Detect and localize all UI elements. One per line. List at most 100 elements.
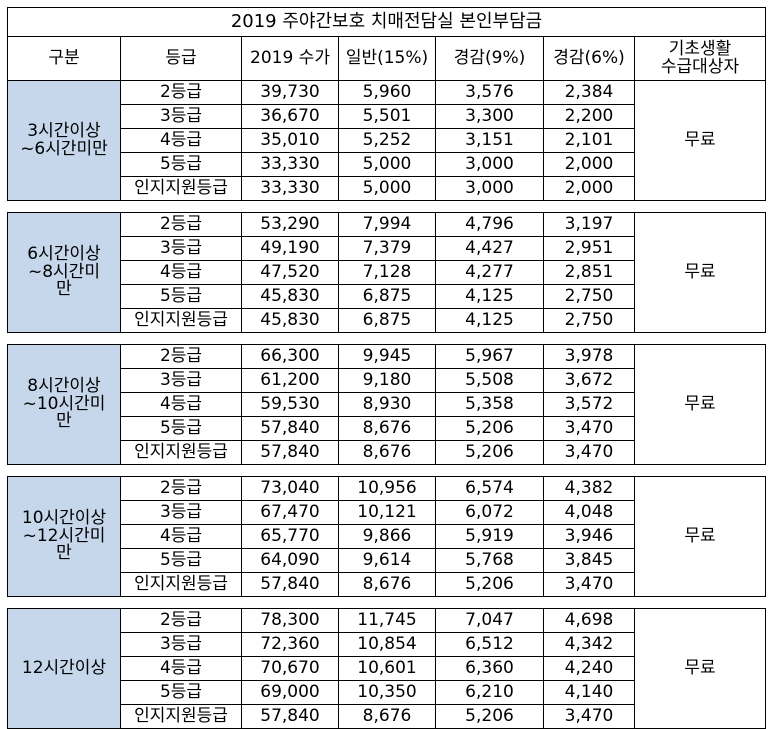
reduced-9-cell: 3,151 xyxy=(435,128,544,153)
table-row: 3등급 72,360 10,854 6,512 4,342 xyxy=(8,632,766,657)
basic-recipient-free-cell: 무료 xyxy=(634,476,766,597)
reduced-6-cell: 2,851 xyxy=(543,260,635,285)
fee-2019-cell: 57,840 xyxy=(241,704,339,729)
general-copay-cell: 5,252 xyxy=(338,128,436,153)
grade-cell: 3등급 xyxy=(120,632,242,657)
fee-2019-cell: 57,840 xyxy=(241,572,339,597)
table-row: 5등급 64,090 9,614 5,768 3,845 xyxy=(8,548,766,573)
reduced-6-cell: 3,470 xyxy=(543,704,635,729)
reduced-6-cell: 3,572 xyxy=(543,392,635,417)
grade-cell: 4등급 xyxy=(120,656,242,681)
reduced-9-cell: 4,125 xyxy=(435,284,544,309)
reduced-6-cell: 3,946 xyxy=(543,524,635,549)
reduced-6-cell: 4,342 xyxy=(543,632,635,657)
general-copay-cell: 9,866 xyxy=(338,524,436,549)
table-row: 인지지원등급 57,840 8,676 5,206 3,470 xyxy=(8,572,766,597)
table-row: 4등급 59,530 8,930 5,358 3,572 xyxy=(8,392,766,417)
grade-cell: 3등급 xyxy=(120,104,242,129)
reduced-6-cell: 3,470 xyxy=(543,572,635,597)
grade-cell: 4등급 xyxy=(120,524,242,549)
general-copay-cell: 7,994 xyxy=(338,212,436,237)
general-copay-cell: 11,745 xyxy=(338,608,436,633)
fee-2019-cell: 59,530 xyxy=(241,392,339,417)
basic-recipient-free-cell: 무료 xyxy=(634,608,766,729)
header-basic-recipient: 기초생활 수급대상자 xyxy=(634,36,766,81)
basic-recipient-free-cell: 무료 xyxy=(634,344,766,465)
group-label: 3시간이상 ~6시간미만 xyxy=(7,80,121,201)
grade-cell: 3등급 xyxy=(120,368,242,393)
reduced-6-cell: 3,978 xyxy=(543,344,635,369)
grade-cell: 인지지원등급 xyxy=(120,176,242,201)
table-row: 5등급 33,330 5,000 3,000 2,000 xyxy=(8,152,766,177)
reduced-6-cell: 4,698 xyxy=(543,608,635,633)
header-grade: 등급 xyxy=(120,36,242,81)
fee-2019-cell: 39,730 xyxy=(241,80,339,105)
grade-cell: 2등급 xyxy=(120,344,242,369)
grade-cell: 5등급 xyxy=(120,284,242,309)
reduced-9-cell: 3,576 xyxy=(435,80,544,105)
reduced-9-cell: 6,574 xyxy=(435,476,544,501)
group-spacer-row xyxy=(7,200,766,213)
table-row: 4등급 47,520 7,128 4,277 2,851 xyxy=(8,260,766,285)
fee-2019-cell: 33,330 xyxy=(241,176,339,201)
reduced-6-cell: 4,048 xyxy=(543,500,635,525)
grade-cell: 5등급 xyxy=(120,416,242,441)
reduced-9-cell: 4,427 xyxy=(435,236,544,261)
reduced-9-cell: 5,206 xyxy=(435,572,544,597)
general-copay-cell: 6,875 xyxy=(338,284,436,309)
reduced-9-cell: 4,796 xyxy=(435,212,544,237)
reduced-6-cell: 3,672 xyxy=(543,368,635,393)
fee-2019-cell: 78,300 xyxy=(241,608,339,633)
header-category: 구분 xyxy=(7,36,121,81)
reduced-9-cell: 4,277 xyxy=(435,260,544,285)
grade-cell: 인지지원등급 xyxy=(120,308,242,333)
group-label: 8시간이상 ~10시간미 만 xyxy=(7,344,121,465)
grade-cell: 2등급 xyxy=(120,212,242,237)
reduced-9-cell: 6,072 xyxy=(435,500,544,525)
reduced-9-cell: 3,300 xyxy=(435,104,544,129)
grade-cell: 5등급 xyxy=(120,152,242,177)
table-row: 8시간이상 ~10시간미 만 2등급 66,300 9,945 5,967 3,978 무료 xyxy=(7,344,766,465)
grade-cell: 인지지원등급 xyxy=(120,704,242,729)
fee-2019-cell: 57,840 xyxy=(241,440,339,465)
fee-2019-cell: 36,670 xyxy=(241,104,339,129)
reduced-9-cell: 6,512 xyxy=(435,632,544,657)
reduced-6-cell: 3,845 xyxy=(543,548,635,573)
table-row: 인지지원등급 57,840 8,676 5,206 3,470 xyxy=(8,440,766,465)
group-label: 12시간이상 xyxy=(7,608,121,729)
general-copay-cell: 5,000 xyxy=(338,176,436,201)
table-row: 인지지원등급 33,330 5,000 3,000 2,000 xyxy=(8,176,766,201)
general-copay-cell: 10,601 xyxy=(338,656,436,681)
general-copay-cell: 8,676 xyxy=(338,704,436,729)
fee-2019-cell: 49,190 xyxy=(241,236,339,261)
reduced-6-cell: 2,384 xyxy=(543,80,635,105)
general-copay-cell: 10,854 xyxy=(338,632,436,657)
reduced-9-cell: 3,000 xyxy=(435,176,544,201)
reduced-9-cell: 6,210 xyxy=(435,680,544,705)
group-spacer-row xyxy=(7,332,766,345)
fee-2019-cell: 45,830 xyxy=(241,284,339,309)
general-copay-cell: 5,960 xyxy=(338,80,436,105)
fee-2019-cell: 73,040 xyxy=(241,476,339,501)
general-copay-cell: 5,501 xyxy=(338,104,436,129)
reduced-6-cell: 2,000 xyxy=(543,152,635,177)
table-row: 5등급 69,000 10,350 6,210 4,140 xyxy=(8,680,766,705)
group-spacer xyxy=(7,464,766,477)
general-copay-cell: 7,379 xyxy=(338,236,436,261)
reduced-9-cell: 7,047 xyxy=(435,608,544,633)
table-title: 2019 주야간보호 치매전담실 본인부담금 xyxy=(7,7,766,37)
grade-cell: 인지지원등급 xyxy=(120,440,242,465)
table-row: 6시간이상 ~8시간미 만 2등급 53,290 7,994 4,796 3,197 무료 xyxy=(7,212,766,333)
group-spacer xyxy=(7,200,766,213)
reduced-9-cell: 5,919 xyxy=(435,524,544,549)
reduced-9-cell: 5,206 xyxy=(435,440,544,465)
general-copay-cell: 8,930 xyxy=(338,392,436,417)
copay-table: 2019 주야간보호 치매전담실 본인부담금 구분 등급 2019 수가 일반(… xyxy=(7,7,766,729)
general-copay-cell: 8,676 xyxy=(338,572,436,597)
table-row: 3등급 67,470 10,121 6,072 4,048 xyxy=(8,500,766,525)
header-reduced-6: 경감(6%) xyxy=(543,36,635,81)
reduced-9-cell: 5,358 xyxy=(435,392,544,417)
grade-cell: 4등급 xyxy=(120,260,242,285)
fee-2019-cell: 69,000 xyxy=(241,680,339,705)
fee-2019-cell: 64,090 xyxy=(241,548,339,573)
